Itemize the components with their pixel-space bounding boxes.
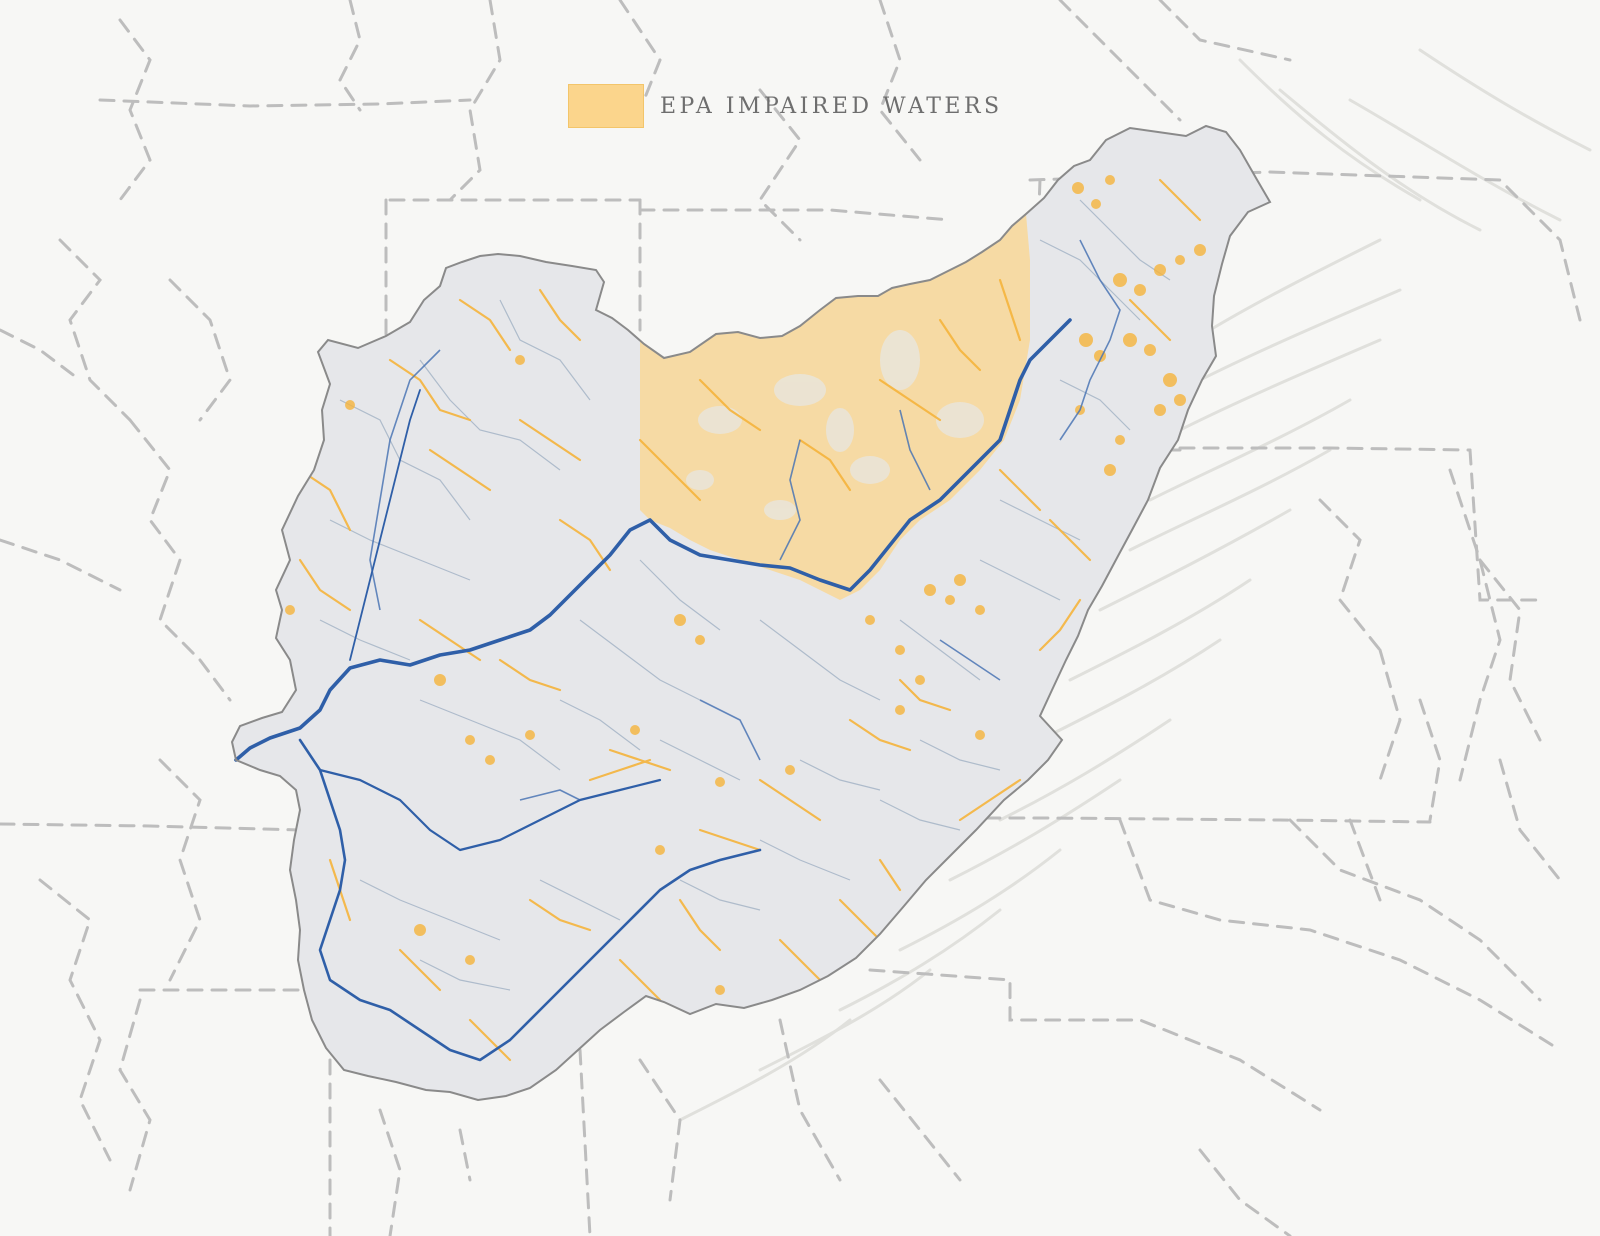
impaired-lakes[interactable] (285, 175, 1206, 995)
main-rivers[interactable] (234, 318, 1072, 1062)
basin-outline (230, 124, 1272, 1102)
tennessee-river[interactable] (298, 738, 762, 1062)
legend-label: EPA IMPAIRED WATERS (660, 93, 1003, 119)
terrain-relief (678, 48, 1592, 1122)
ohio-river[interactable] (234, 318, 1072, 762)
impaired-region-light-patches (686, 330, 984, 520)
wabash-river[interactable] (349, 389, 421, 661)
map-legend: EPA IMPAIRED WATERS (568, 84, 1003, 128)
legend-swatch-icon (568, 84, 644, 128)
tributary-rivers (369, 239, 1121, 801)
cumberland-river[interactable] (318, 768, 662, 852)
